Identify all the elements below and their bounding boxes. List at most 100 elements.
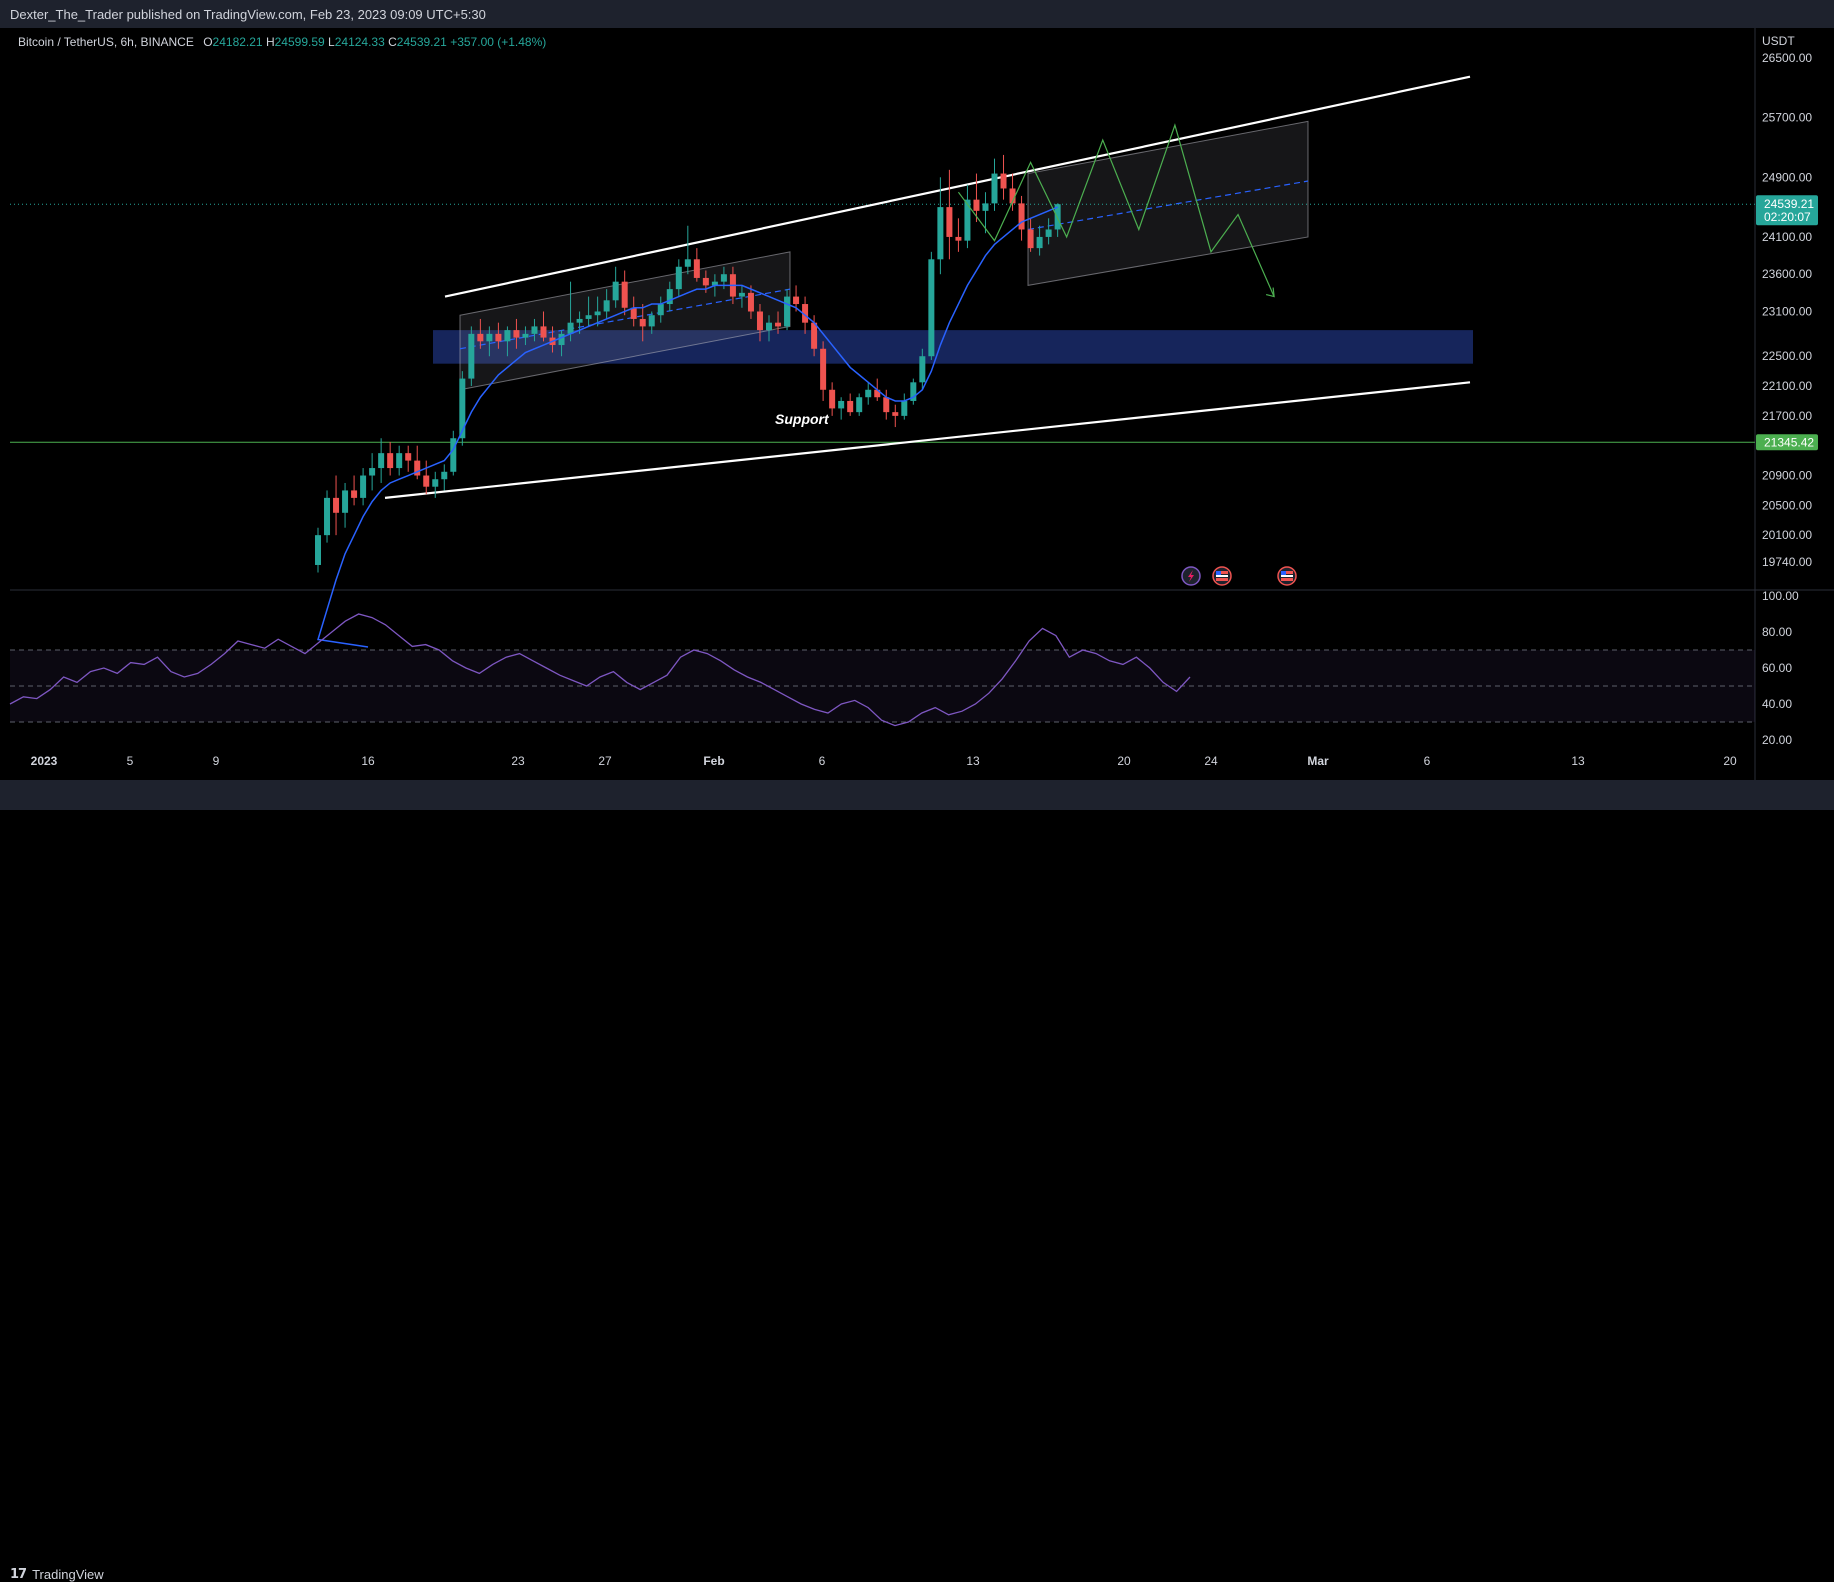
- candle-body: [396, 453, 403, 469]
- candle-body: [414, 460, 421, 476]
- projection-arrow: [1265, 287, 1275, 298]
- rsi-tick-label: 40.00: [1762, 697, 1792, 711]
- price-tick-label: 22100.00: [1762, 379, 1812, 393]
- candle-body: [378, 453, 385, 469]
- candle-body: [1009, 188, 1016, 204]
- candle-body: [865, 389, 872, 398]
- time-tick-label: 23: [511, 754, 525, 768]
- rsi-tick-label: 100.00: [1762, 589, 1799, 603]
- time-tick-label: Feb: [703, 754, 724, 768]
- candle-body: [702, 277, 709, 286]
- candle-body: [991, 173, 998, 204]
- price-tick-label: 20500.00: [1762, 498, 1812, 512]
- time-tick-label: 27: [598, 754, 612, 768]
- price-tick-label: 23600.00: [1762, 267, 1812, 281]
- legend-h-value: 24599.59: [274, 35, 325, 49]
- candle-body: [594, 311, 601, 316]
- current-price-tag-value: 24539.21: [1764, 197, 1814, 211]
- candle-body: [675, 266, 682, 290]
- price-tick-label: 24900.00: [1762, 170, 1812, 184]
- support-price-tag: [1756, 434, 1818, 451]
- time-tick-label: 9: [213, 754, 220, 768]
- legend-l-value: 24124.33: [334, 35, 385, 49]
- candle-body: [630, 307, 637, 319]
- us-flag-event-icon: [1277, 566, 1297, 586]
- published-text: Dexter_The_Trader published on TradingVi…: [10, 7, 486, 22]
- candle-body: [973, 199, 980, 211]
- candle-body: [784, 296, 791, 327]
- candle-body: [838, 400, 845, 409]
- candle-body: [874, 389, 881, 398]
- time-tick-label: 24: [1204, 754, 1218, 768]
- legend-o-label: O: [203, 35, 213, 49]
- legend-o-value: 24182.21: [212, 35, 263, 49]
- currency-label: USDT: [1762, 34, 1795, 48]
- channel-midline-1: [459, 288, 791, 350]
- candle-body: [919, 356, 926, 383]
- current-price-tag: [1756, 195, 1818, 226]
- countdown-tag-value: 02:20:07: [1764, 210, 1811, 224]
- time-tick-label: Mar: [1307, 754, 1329, 768]
- time-tick-label: 5: [127, 754, 134, 768]
- candle-body: [405, 453, 412, 461]
- candle-body: [315, 535, 321, 565]
- candle-body: [441, 471, 448, 480]
- candle-body: [1027, 229, 1034, 249]
- price-tick-label: 19740.00: [1762, 555, 1812, 569]
- candle-body: [820, 348, 827, 390]
- candle-body: [585, 315, 592, 319]
- demand-zone: [433, 330, 1473, 364]
- candle-body: [540, 326, 547, 338]
- candle-body: [504, 330, 511, 342]
- legend-symbol[interactable]: Bitcoin / TetherUS, 6h, BINANCE: [18, 35, 194, 49]
- candle-body: [883, 397, 890, 413]
- candle-body: [531, 326, 538, 334]
- price-chart[interactable]: Support USDT 26500.00 25700.00 24900.00 24 10…: [0, 0, 1834, 810]
- price-tick-label: 25700.00: [1762, 111, 1812, 125]
- tradingview-logo-icon: 17: [10, 1567, 27, 1582]
- legend-change: +357.00 (+1.48%): [450, 35, 547, 49]
- candle-body: [775, 322, 782, 327]
- price-tick-label: 22500.00: [1762, 349, 1812, 363]
- candle-body: [639, 318, 646, 327]
- candle-body: [576, 318, 583, 323]
- candle-body: [522, 333, 529, 338]
- candle-body: [793, 296, 800, 305]
- candle-body: [856, 397, 863, 413]
- top-bar: Dexter_The_Trader published on TradingVi…: [0, 0, 1834, 28]
- candle-body: [351, 490, 358, 498]
- moving-average-line: [317, 206, 1058, 648]
- projection-path: [957, 123, 1275, 297]
- candle-body: [1045, 229, 1052, 237]
- rsi-tick-label: 80.00: [1762, 625, 1792, 639]
- candle-body: [847, 400, 854, 413]
- candle-body: [982, 203, 989, 211]
- candle-body: [423, 475, 430, 487]
- time-tick-label: 13: [966, 754, 980, 768]
- candle-body: [450, 438, 457, 472]
- upper-trendline: [444, 75, 1471, 298]
- price-tick-label: 26500.00: [1762, 51, 1812, 65]
- candle-body: [486, 333, 493, 342]
- us-flag-event-icon: [1212, 566, 1232, 586]
- candle-body: [756, 311, 763, 331]
- time-tick-label: 20: [1117, 754, 1131, 768]
- candle-body: [333, 497, 340, 513]
- price-tick-label: 20100.00: [1762, 528, 1812, 542]
- candle-body: [459, 378, 466, 439]
- candle-body: [802, 304, 809, 323]
- candle-body: [369, 468, 376, 476]
- chart-legend: Bitcoin / TetherUS, 6h, BINANCE O24182.2…: [18, 35, 546, 49]
- candle-body: [567, 322, 574, 334]
- candle-body: [324, 497, 331, 536]
- time-tick-label: 6: [819, 754, 826, 768]
- time-tick-label: 13: [1571, 754, 1585, 768]
- candle-body: [928, 259, 935, 357]
- support-annotation: Support: [775, 411, 830, 427]
- legend-c-label: C: [388, 35, 397, 49]
- candle-body: [964, 199, 971, 241]
- candle-body: [829, 389, 836, 409]
- candle-body: [684, 259, 691, 267]
- legend-c-value: 24539.21: [396, 35, 447, 49]
- tradingview-logo[interactable]: 17 TradingView: [10, 1567, 104, 1582]
